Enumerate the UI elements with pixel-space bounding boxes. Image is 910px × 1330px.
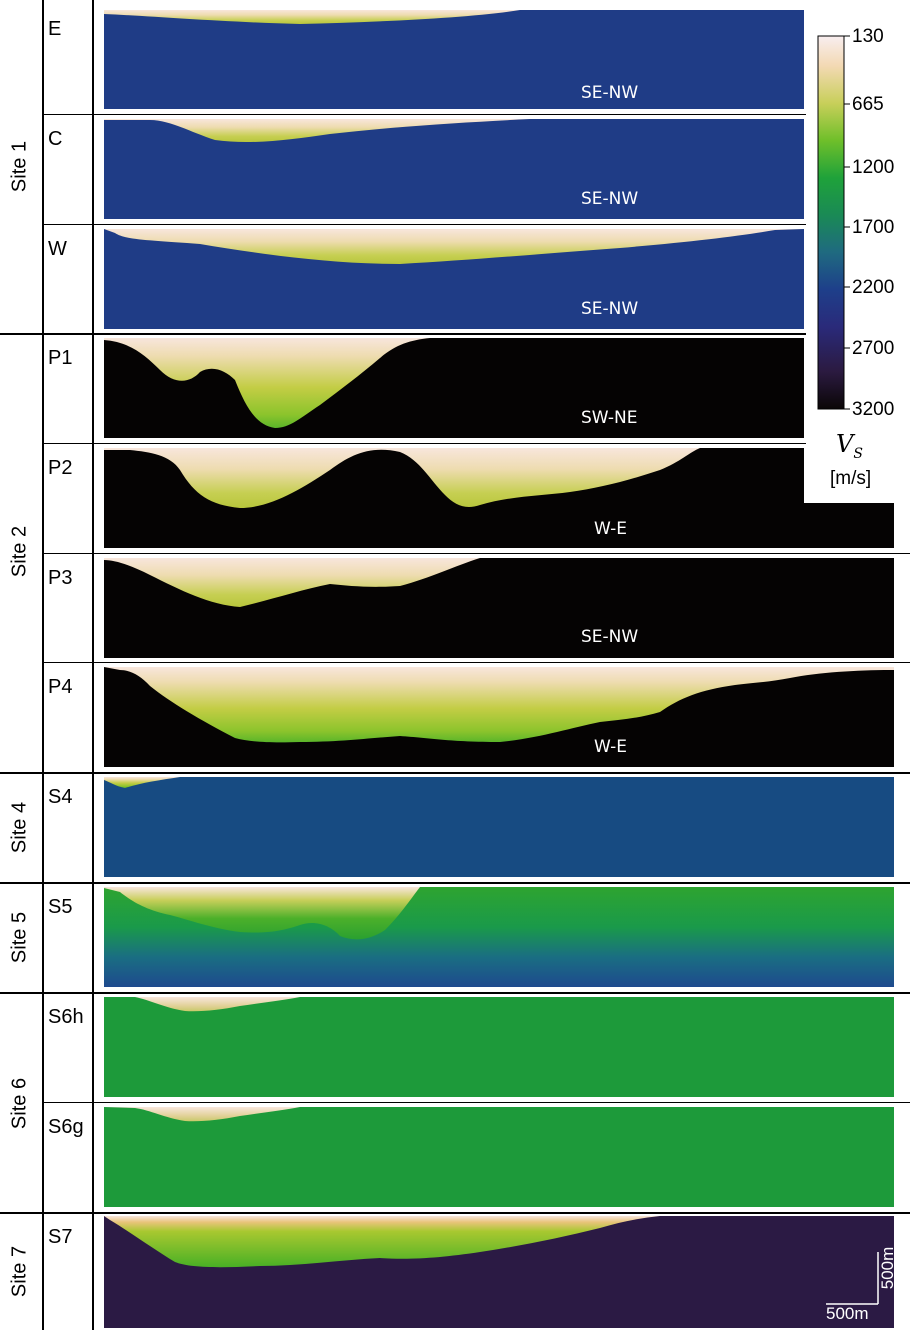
profile-label: S6g <box>48 1116 84 1138</box>
profile-label: P1 <box>48 347 73 369</box>
colorbar-ticks <box>844 35 850 410</box>
colorbar-tick-label: 1200 <box>852 157 895 178</box>
profile-label: E <box>48 18 62 40</box>
profile-label: S7 <box>48 1226 73 1248</box>
colorbar <box>817 35 845 410</box>
section-C <box>104 119 804 219</box>
colorbar-tick-label: 2700 <box>852 338 895 359</box>
section-S6g <box>104 1107 894 1207</box>
colorbar-tick-label: 1700 <box>852 217 895 238</box>
profile-label: P3 <box>48 567 73 589</box>
section-E <box>104 10 804 109</box>
scalebar-vertical-label: 500m <box>878 1246 897 1290</box>
vs-symbol: V <box>836 430 854 458</box>
colorbar-unit: [m/s] <box>830 468 872 489</box>
section-P2 <box>104 448 894 548</box>
direction-label: SE-NW <box>581 83 639 103</box>
direction-label: W-E <box>594 737 627 757</box>
scalebar-lines <box>826 1252 879 1305</box>
direction-label: W-E <box>594 519 627 539</box>
direction-label: SE-NW <box>581 627 639 647</box>
profile-label: P2 <box>48 457 73 479</box>
section-S4 <box>104 777 894 877</box>
section-P3 <box>104 558 894 658</box>
profile-separator <box>42 553 910 554</box>
site-separator <box>0 772 910 774</box>
colorbar-title: VS <box>836 430 863 462</box>
section-S6h <box>104 997 894 1097</box>
site-separator <box>0 992 910 994</box>
site-separator <box>0 333 910 335</box>
profile-label: W <box>48 238 67 260</box>
section-W <box>104 229 804 329</box>
section-S7 <box>104 1216 894 1328</box>
profile-label: P4 <box>48 676 73 698</box>
scalebar-horizontal-label: 500m <box>826 1304 869 1323</box>
colorbar-tick-label: 3200 <box>852 399 895 420</box>
section-P4 <box>104 667 894 767</box>
profile-label: S5 <box>48 896 73 918</box>
section-S5 <box>104 887 894 987</box>
left-frame-line <box>42 0 44 1330</box>
direction-label: SW-NE <box>581 408 638 428</box>
section-P1 <box>104 338 804 438</box>
direction-label: SE-NW <box>581 189 639 209</box>
profile-label: S4 <box>48 786 73 808</box>
colorbar-tick-label: 130 <box>852 26 884 47</box>
vs-subscript: S <box>853 445 863 462</box>
profile-separator <box>42 224 910 225</box>
site-separator <box>0 1212 910 1214</box>
profile-separator <box>42 443 910 444</box>
colorbar-tick-label: 2200 <box>852 277 895 298</box>
inner-frame-line <box>92 0 94 1330</box>
profile-label: S6h <box>48 1006 84 1028</box>
profile-label: C <box>48 128 63 150</box>
direction-label: SE-NW <box>581 299 639 319</box>
site-separator <box>0 882 910 884</box>
profile-separator <box>42 662 910 663</box>
colorbar-tick-label: 665 <box>852 94 884 115</box>
profile-separator <box>42 114 910 115</box>
profile-separator <box>42 1102 910 1103</box>
